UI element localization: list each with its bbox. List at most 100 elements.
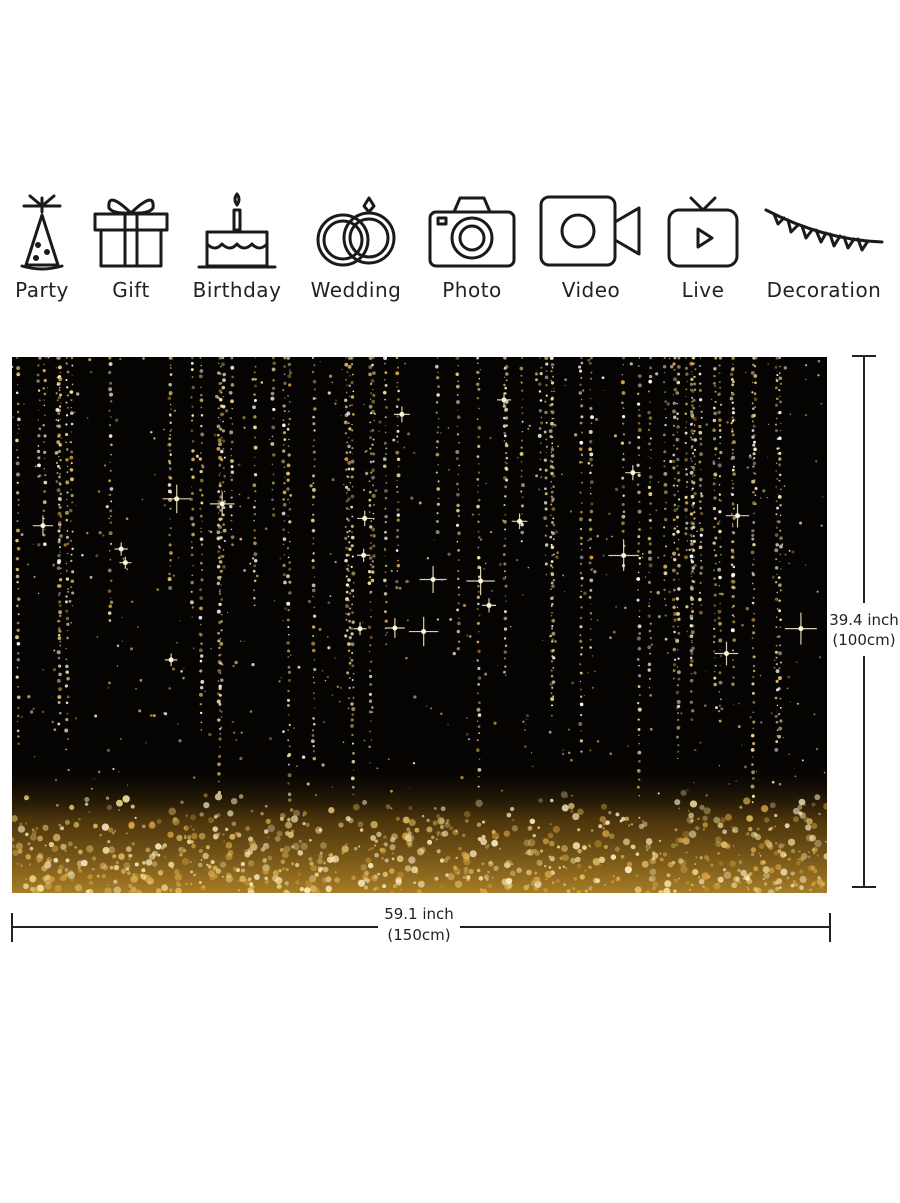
sparkle [699,511,704,516]
sparkle [602,830,610,838]
icon-label: Video [562,278,621,302]
sparkle [217,550,220,553]
sparkle [230,399,234,404]
sparkle [589,509,594,514]
sparkle [550,798,554,803]
sparkle [81,859,88,867]
sparkle [287,423,290,426]
sparkle [131,873,140,881]
sparkle [350,589,355,593]
sparkle [370,660,373,663]
sparkle [490,589,493,592]
icon-label: Party [15,278,69,302]
sparkle [481,834,486,840]
sparkle [777,712,781,716]
sparkle [504,584,508,588]
sparkle [57,636,62,641]
sparkle [172,817,178,822]
sparkle [776,478,779,480]
sparkle [381,857,384,860]
sparkle [334,877,340,883]
sparkle [58,405,62,408]
sparkle [673,541,676,544]
sparkle [262,867,270,875]
sparkle [283,520,286,522]
sparkle [589,357,593,360]
sparkle [720,553,722,556]
sparkle [175,887,182,893]
sparkle [446,819,450,823]
sparkle [286,471,290,476]
sparkle [412,762,416,765]
sparkle [504,485,508,489]
sparkle [322,866,329,873]
sparkle [649,437,652,440]
sparkle [190,491,194,496]
sparkle [367,625,372,629]
sparkle [109,381,113,385]
sparkle [297,665,301,669]
sparkle [43,457,46,459]
sparkle [344,536,348,540]
sparkle [218,464,221,467]
sparkle [699,382,702,385]
sparkle [676,666,679,668]
sparkle [252,405,256,410]
sparkle [113,886,122,893]
sparkle [749,716,752,719]
sparkle [580,730,583,732]
sparkle [542,838,549,845]
sparkle [312,717,315,720]
sparkle [279,557,282,560]
sparkle [774,841,778,845]
sparkle [118,853,125,860]
sparkle [777,520,781,524]
sparkle [312,750,315,753]
sparkle [648,467,651,470]
sparkle [731,826,733,829]
sparkle [351,678,354,681]
sparkle [477,387,481,391]
sparkle [216,609,221,614]
sparkle [751,572,756,577]
sparkle [769,802,776,809]
sparkle [505,860,509,864]
sparkle [315,829,319,833]
sparkle [183,826,187,830]
sparkle [526,718,528,720]
sparkle [218,484,222,488]
sparkle [313,707,316,710]
sparkle [676,365,681,369]
sparkle [58,687,62,691]
sparkle [731,407,735,410]
sparkle [65,414,69,417]
sparkle [57,722,61,726]
sparkle [570,857,577,864]
sparkle [775,378,777,380]
sparkle [349,657,351,659]
sparkle [551,499,554,503]
sparkle [698,484,702,488]
sparkle [561,804,569,812]
sparkle [673,377,678,382]
sparkle [109,392,114,397]
sparkle [751,435,755,439]
sparkle [655,372,659,376]
sparkle [349,481,351,484]
sparkle [477,520,480,523]
sparkle [406,839,413,846]
sparkle [752,452,756,456]
sparkle [676,670,681,675]
sparkle [767,889,775,893]
sparkle [15,635,19,640]
sparkle [530,752,533,754]
sparkle [657,615,661,619]
sparkle [129,854,133,857]
sparkle [131,600,134,603]
sparkle [218,727,222,731]
sparkle [595,878,601,884]
sparkle [690,819,694,823]
sparkle [71,591,75,595]
sparkle [281,459,286,464]
sparkle [774,403,779,407]
